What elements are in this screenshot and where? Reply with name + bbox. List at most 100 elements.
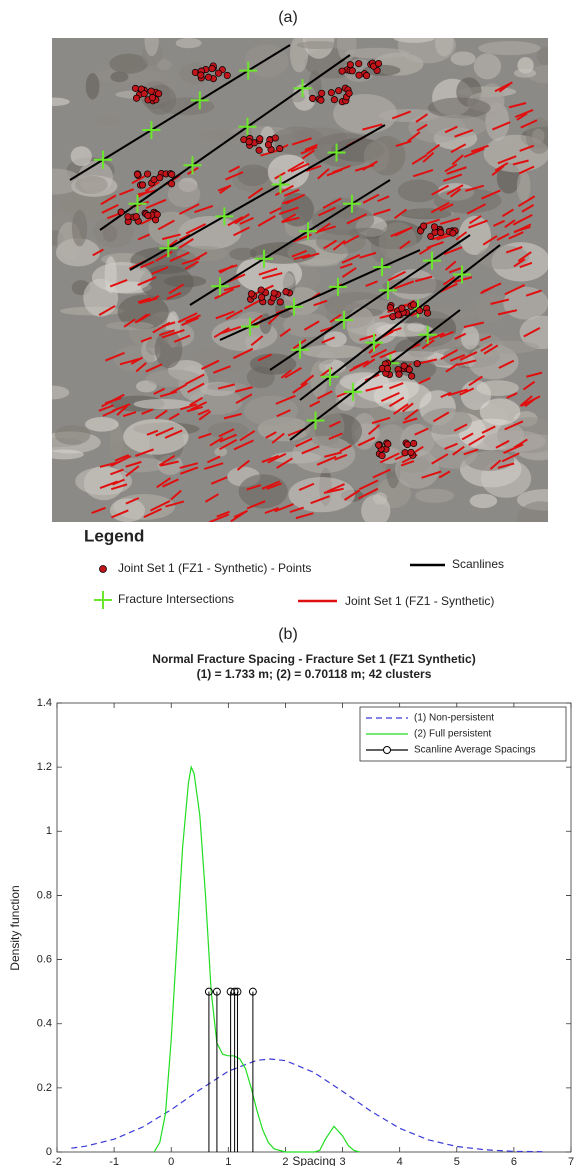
joint-point — [134, 171, 140, 177]
joint-point — [141, 91, 147, 97]
rock-texture — [85, 417, 119, 432]
joint-point — [145, 212, 151, 218]
joint-point — [318, 97, 324, 103]
joint-point — [118, 209, 124, 215]
legend-label: (2) Full persistent — [414, 729, 491, 740]
joint-point — [395, 312, 401, 318]
x-tick-label: 0 — [168, 1156, 174, 1166]
joint-point — [399, 305, 405, 311]
chart-title: Normal Fracture Spacing - Fracture Set 1… — [152, 652, 475, 666]
joint-point — [404, 441, 410, 447]
rock-texture — [514, 69, 536, 78]
rock-texture — [451, 51, 476, 65]
x-tick-label: 7 — [568, 1156, 574, 1166]
joint-point — [438, 229, 444, 235]
joint-point — [309, 95, 315, 101]
joint-point — [318, 90, 324, 96]
rock-texture — [337, 25, 357, 61]
x-tick-label: 2 — [282, 1156, 288, 1166]
panel-label: (b) — [278, 626, 298, 643]
x-tick-label: -1 — [109, 1156, 119, 1166]
joint-point — [408, 373, 414, 379]
x-tick-label: 3 — [339, 1156, 345, 1166]
rock-texture — [480, 398, 521, 425]
rock-texture — [72, 210, 87, 247]
joint-point — [356, 72, 362, 78]
x-tick-label: -2 — [52, 1156, 62, 1166]
legend-marker — [384, 747, 391, 754]
joint-point — [402, 450, 408, 456]
joint-point — [258, 287, 264, 293]
y-tick-label: 0.2 — [37, 1082, 52, 1094]
legend-label: (1) Non-persistent — [414, 713, 494, 724]
joint-point — [215, 70, 221, 76]
rock-texture — [44, 450, 84, 460]
rock-texture — [478, 41, 540, 55]
rock-texture — [146, 370, 201, 388]
joint-point — [277, 145, 283, 151]
rock-texture — [176, 246, 228, 261]
rock-texture — [55, 425, 91, 445]
rock-texture — [36, 97, 70, 106]
joint-point — [157, 175, 163, 181]
rock-texture — [288, 477, 355, 512]
legend-label: Scanline Average Spacings — [414, 745, 536, 756]
joint-point — [375, 442, 381, 448]
rock-texture — [393, 33, 434, 43]
joint-point — [144, 171, 150, 177]
rock-texture — [86, 73, 100, 99]
joint-point — [416, 307, 422, 313]
joint-point — [385, 441, 391, 447]
rock-texture — [517, 171, 531, 203]
x-axis-label: Spacing — [292, 1154, 335, 1166]
rock-texture — [237, 164, 269, 186]
y-axis-label: Density function — [8, 885, 22, 970]
joint-point — [408, 449, 414, 455]
rock-texture — [297, 41, 340, 49]
joint-point — [265, 142, 271, 148]
figure: (a) Legend Joint Set 1 (FZ1 - Synthetic)… — [0, 0, 576, 1166]
joint-point — [168, 181, 174, 187]
legend-text: Fracture Intersections — [118, 592, 234, 606]
joint-point — [209, 65, 215, 71]
y-tick-label: 1 — [46, 825, 52, 837]
y-tick-label: 0.4 — [37, 1018, 52, 1030]
rock-texture — [421, 408, 472, 435]
joint-point — [349, 68, 355, 74]
rock-texture — [398, 180, 439, 203]
joint-point — [387, 305, 393, 311]
joint-point — [384, 365, 390, 371]
legend-point-icon — [100, 566, 107, 573]
rock-texture — [415, 489, 454, 503]
page: (a) Legend Joint Set 1 (FZ1 - Synthetic)… — [0, 0, 576, 1166]
joint-point — [257, 136, 263, 142]
y-tick-label: 0.8 — [37, 889, 52, 901]
y-tick-label: 0 — [46, 1146, 52, 1158]
plot-frame — [57, 703, 571, 1152]
rock-texture — [96, 116, 121, 126]
joint-point — [139, 182, 145, 188]
joint-point — [133, 95, 139, 101]
joint-point — [256, 147, 262, 153]
rock-texture — [144, 26, 158, 56]
joint-point — [205, 74, 211, 80]
rock-texture — [176, 38, 202, 48]
joint-point — [154, 211, 160, 217]
joint-point — [169, 171, 175, 177]
joint-point — [248, 291, 254, 297]
rock-texture — [35, 386, 69, 400]
y-tick-label: 0.6 — [37, 953, 52, 965]
rock-texture — [476, 295, 508, 323]
joint-point — [246, 139, 252, 145]
y-tick-label: 1.2 — [37, 761, 52, 773]
joint-point — [133, 213, 139, 219]
joint-point — [347, 61, 353, 67]
rock-texture — [75, 176, 108, 194]
joint-point — [149, 94, 155, 100]
rock-texture — [208, 422, 249, 439]
rock-texture — [71, 146, 92, 166]
x-tick-label: 4 — [397, 1156, 403, 1166]
joint-point — [258, 294, 264, 300]
joint-point — [277, 299, 283, 305]
joint-point — [431, 224, 437, 230]
